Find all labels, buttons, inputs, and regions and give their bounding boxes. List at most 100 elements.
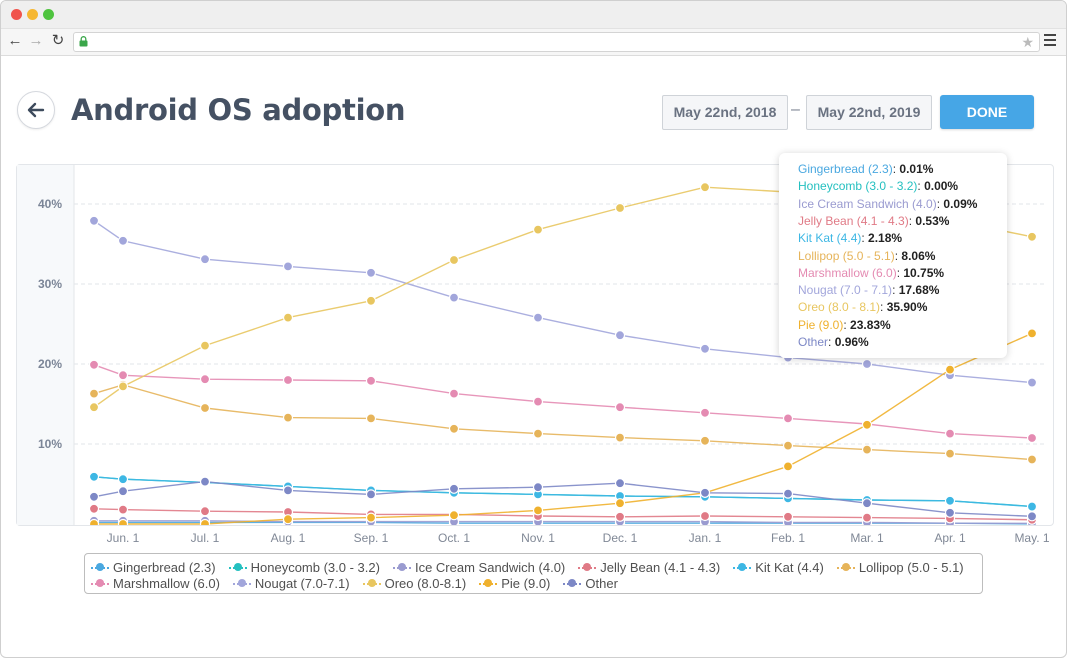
series-line [93, 384, 1033, 461]
back-arrow-icon[interactable]: ← [7, 32, 23, 49]
data-point [88, 503, 100, 514]
legend-item[interactable]: Honeycomb (3.0 - 3.2) [228, 560, 380, 575]
series-line [93, 364, 1033, 439]
data-point [614, 478, 626, 489]
page-title: Android OS adoption [71, 93, 406, 127]
tooltip-row: Honeycomb (3.0 - 3.2): 0.00% [798, 179, 959, 194]
data-point [782, 511, 794, 522]
legend-item[interactable]: Ice Cream Sandwich (4.0) [392, 560, 566, 575]
legend-item[interactable]: Oreo (8.0-8.1) [362, 576, 467, 591]
data-point [782, 461, 794, 472]
tooltip-series-value: 0.96% [834, 335, 869, 349]
data-point [117, 370, 129, 381]
chart-tooltip: Gingerbread (2.3): 0.01% Honeycomb (3.0 -… [779, 153, 1007, 358]
tooltip-series-value: 10.75% [903, 265, 945, 280]
data-point [88, 388, 100, 399]
legend-label: Oreo (8.0-8.1) [384, 576, 467, 591]
data-point [699, 510, 711, 522]
forward-arrow-icon[interactable]: → [28, 32, 44, 49]
data-point [117, 486, 129, 497]
data-point [88, 491, 100, 502]
series-line [93, 476, 1033, 508]
data-point [117, 518, 129, 525]
legend-dot-marker [233, 563, 242, 571]
tooltip-series-label: Honeycomb (3.0 - 3.2) [798, 179, 918, 194]
legend-item[interactable]: Other [563, 576, 618, 591]
tooltip-series-value: 35.90% [886, 300, 928, 315]
legend-item[interactable]: Pie (9.0) [479, 576, 550, 591]
data-point [365, 512, 377, 523]
minimize-window-button[interactable] [27, 9, 38, 20]
data-point [448, 292, 460, 303]
end-date-picker[interactable]: May 22nd, 2019 [806, 95, 932, 130]
y-axis-background [17, 165, 74, 525]
legend-item[interactable]: Gingerbread (2.3) [91, 560, 216, 575]
tooltip-row: Pie (9.0): 23.83% [798, 317, 891, 332]
tooltip-row: Kit Kat (4.4): 2.18% [798, 231, 903, 246]
back-button[interactable] [17, 91, 55, 129]
start-date-picker[interactable]: May 22nd, 2018 [662, 95, 788, 130]
data-point [861, 498, 873, 509]
reload-icon[interactable]: ↻ [51, 32, 65, 49]
legend-item[interactable]: Nougat (7.0-7.1) [232, 576, 350, 591]
legend-dot-marker [237, 579, 246, 587]
legend-label: Kit Kat (4.4) [755, 560, 824, 575]
data-point [1026, 432, 1038, 444]
data-point [532, 428, 544, 439]
legend-dot-marker [96, 579, 104, 587]
y-tick-label: 30% [38, 277, 62, 291]
tooltip-series-label: Nougat (7.0 - 7.1) [798, 283, 893, 298]
tooltip-series-label: Marshmallow (6.0) [798, 265, 897, 280]
star-icon[interactable]: ★ [1021, 34, 1034, 50]
y-tick-label: 10% [38, 437, 62, 451]
maximize-window-button[interactable] [43, 9, 54, 20]
data-point [117, 235, 129, 246]
data-point [944, 495, 956, 506]
data-point [365, 295, 377, 306]
menu-icon[interactable] [1044, 34, 1056, 49]
data-point [944, 428, 956, 439]
data-point [282, 412, 294, 423]
tooltip-series-label: Jelly Bean (4.1 - 4.3) [798, 213, 909, 228]
address-bar[interactable]: ★ [73, 32, 1040, 52]
legend-label: Ice Cream Sandwich (4.0) [414, 560, 566, 575]
data-point [861, 358, 873, 370]
data-point [944, 507, 956, 518]
data-point [1026, 501, 1038, 512]
tooltip-series-value: 0.09% [943, 196, 978, 211]
back-arrow-icon [27, 102, 45, 118]
legend-item[interactable]: Lollipop (5.0 - 5.1) [836, 560, 964, 575]
legend-label: Jelly Bean (4.1 - 4.3) [600, 560, 721, 575]
data-point [199, 402, 211, 414]
data-point [532, 482, 544, 493]
legend-dot-marker [96, 563, 104, 571]
legend-label: Marshmallow (6.0) [113, 576, 220, 591]
data-point [614, 402, 626, 413]
close-window-button[interactable] [11, 9, 22, 20]
legend-item[interactable]: Marshmallow (6.0) [91, 576, 220, 591]
data-point [448, 423, 460, 434]
data-point [699, 182, 711, 193]
data-point [944, 364, 956, 375]
data-point [282, 312, 294, 323]
legend-item[interactable]: Jelly Bean (4.1 - 4.3) [578, 560, 720, 575]
adoption-line-chart: 10% 20% 30% 40% [17, 165, 1047, 525]
legend-dot-marker [583, 563, 592, 571]
data-point [861, 419, 873, 430]
legend-dot-marker [841, 563, 850, 571]
legend-item[interactable]: Kit Kat (4.4) [733, 560, 824, 575]
tooltip-row: Lollipop (5.0 - 5.1): 8.06% [798, 248, 936, 263]
data-point [282, 261, 294, 272]
data-point [117, 381, 129, 392]
data-point [699, 343, 711, 354]
data-point [448, 510, 460, 521]
legend-label: Gingerbread (2.3) [113, 560, 216, 575]
data-point [1026, 231, 1038, 242]
tooltip-row: Other: 0.96% [798, 335, 869, 349]
legend-label: Honeycomb (3.0 - 3.2) [250, 560, 380, 575]
tooltip-row: Nougat (7.0 - 7.1): 17.68% [798, 283, 940, 298]
done-button[interactable]: DONE [940, 95, 1034, 129]
tooltip-series-value: 0.01% [899, 162, 934, 176]
x-tick-label: Jan. 1 [688, 531, 722, 545]
